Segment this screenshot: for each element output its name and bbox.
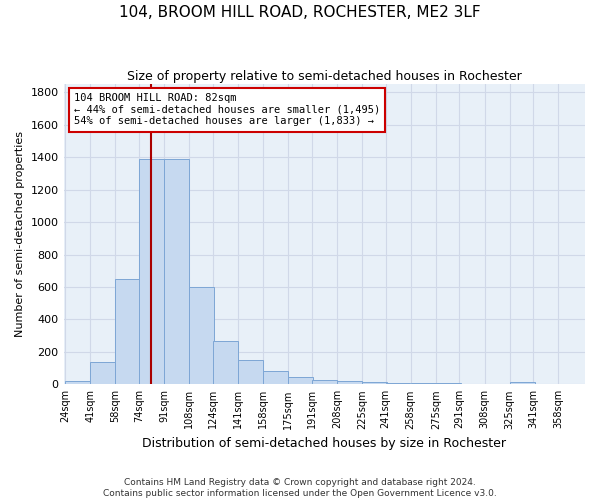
Bar: [115, 279, 140, 384]
Bar: [362, 382, 387, 384]
Bar: [312, 380, 337, 384]
X-axis label: Distribution of semi-detached houses by size in Rochester: Distribution of semi-detached houses by …: [142, 437, 506, 450]
Bar: [238, 360, 263, 384]
Bar: [386, 382, 410, 384]
Text: 104 BROOM HILL ROAD: 82sqm
← 44% of semi-detached houses are smaller (1,495)
54%: 104 BROOM HILL ROAD: 82sqm ← 44% of semi…: [74, 93, 380, 126]
Bar: [289, 377, 313, 384]
Bar: [337, 381, 362, 384]
Bar: [190, 287, 214, 384]
Bar: [65, 381, 90, 384]
Bar: [510, 382, 535, 384]
Title: Size of property relative to semi-detached houses in Rochester: Size of property relative to semi-detach…: [127, 70, 521, 83]
Bar: [139, 159, 164, 384]
Bar: [91, 362, 115, 384]
Text: 104, BROOM HILL ROAD, ROCHESTER, ME2 3LF: 104, BROOM HILL ROAD, ROCHESTER, ME2 3LF: [119, 5, 481, 20]
Bar: [263, 372, 288, 384]
Text: Contains HM Land Registry data © Crown copyright and database right 2024.
Contai: Contains HM Land Registry data © Crown c…: [103, 478, 497, 498]
Y-axis label: Number of semi-detached properties: Number of semi-detached properties: [15, 131, 25, 337]
Bar: [213, 340, 238, 384]
Bar: [164, 159, 189, 384]
